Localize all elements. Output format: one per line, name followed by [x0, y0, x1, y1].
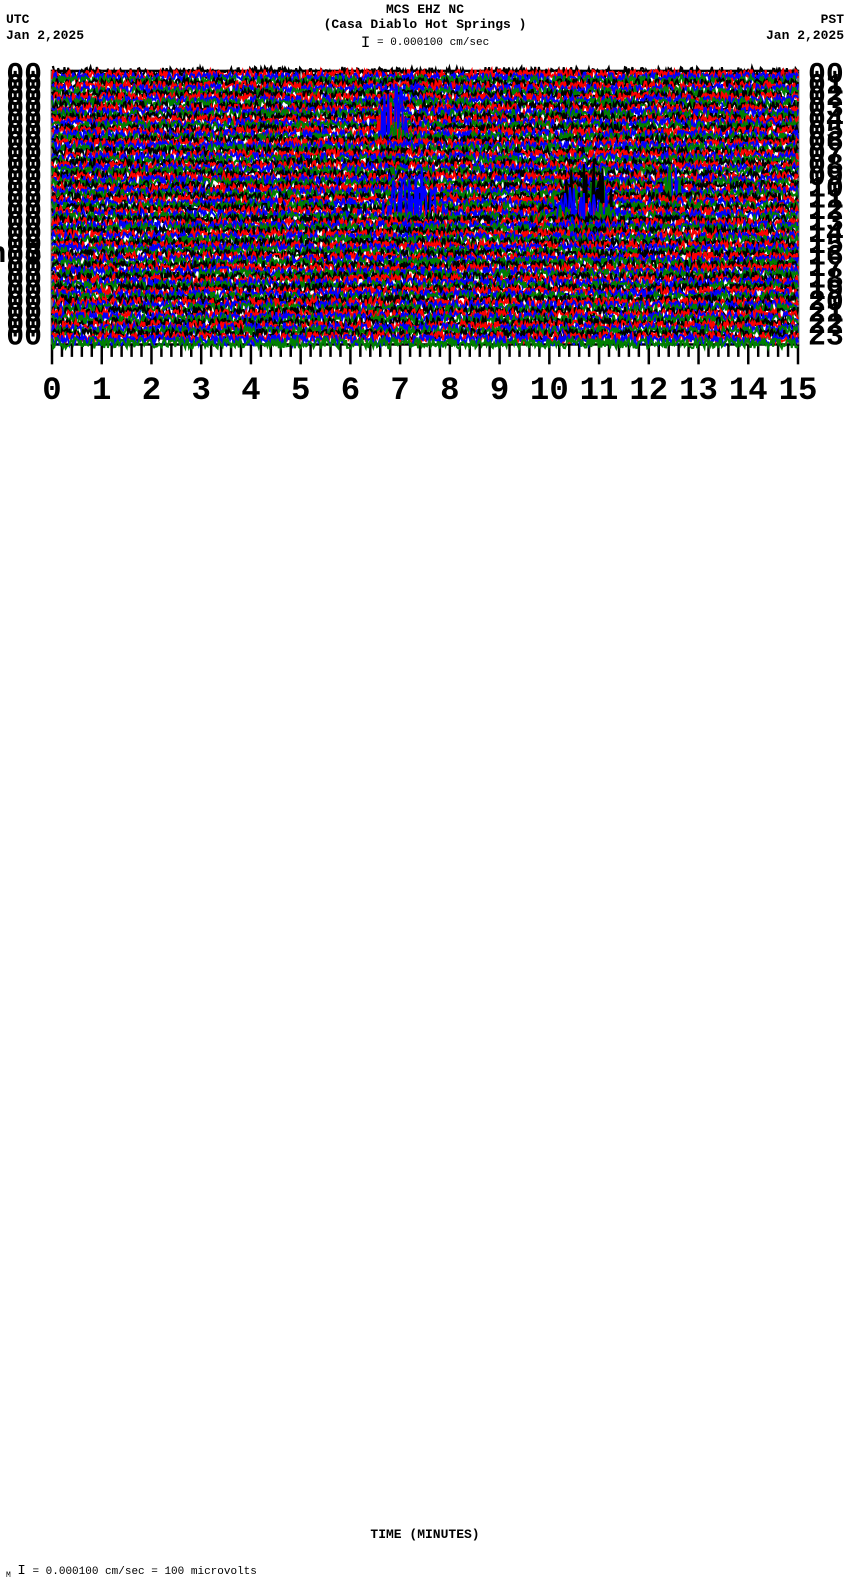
- svg-text:9: 9: [490, 372, 509, 409]
- svg-text:23:15: 23:15: [808, 319, 850, 353]
- pst-label: PST Jan 2,2025: [766, 12, 844, 43]
- station-location: (Casa Diablo Hot Springs ): [0, 17, 850, 32]
- svg-text:10: 10: [530, 372, 569, 409]
- footer-scale: M I = 0.000100 cm/sec = 100 microvolts: [6, 1563, 257, 1580]
- svg-text:0: 0: [42, 372, 61, 409]
- station-code: MCS EHZ NC: [0, 2, 850, 17]
- svg-text:07:00: 07:00: [0, 319, 42, 353]
- svg-text:2: 2: [142, 372, 161, 409]
- svg-text:3: 3: [191, 372, 210, 409]
- svg-text:4: 4: [241, 372, 260, 409]
- xlabel: TIME (MINUTES): [0, 1527, 850, 1542]
- svg-text:15: 15: [779, 372, 818, 409]
- svg-text:5: 5: [291, 372, 310, 409]
- svg-text:11: 11: [580, 372, 619, 409]
- scale-bar: I = 0.000100 cm/sec: [0, 34, 850, 52]
- seismogram-plot: 012345678910111213141508:0009:0010:0011:…: [52, 56, 798, 429]
- svg-text:7: 7: [390, 372, 409, 409]
- svg-text:6: 6: [341, 372, 360, 409]
- svg-text:12: 12: [629, 372, 668, 409]
- svg-text:13: 13: [679, 372, 718, 409]
- utc-label: UTC Jan 2,2025: [6, 12, 84, 43]
- svg-text:14: 14: [729, 372, 768, 409]
- svg-text:8: 8: [440, 372, 459, 409]
- svg-text:1: 1: [92, 372, 111, 409]
